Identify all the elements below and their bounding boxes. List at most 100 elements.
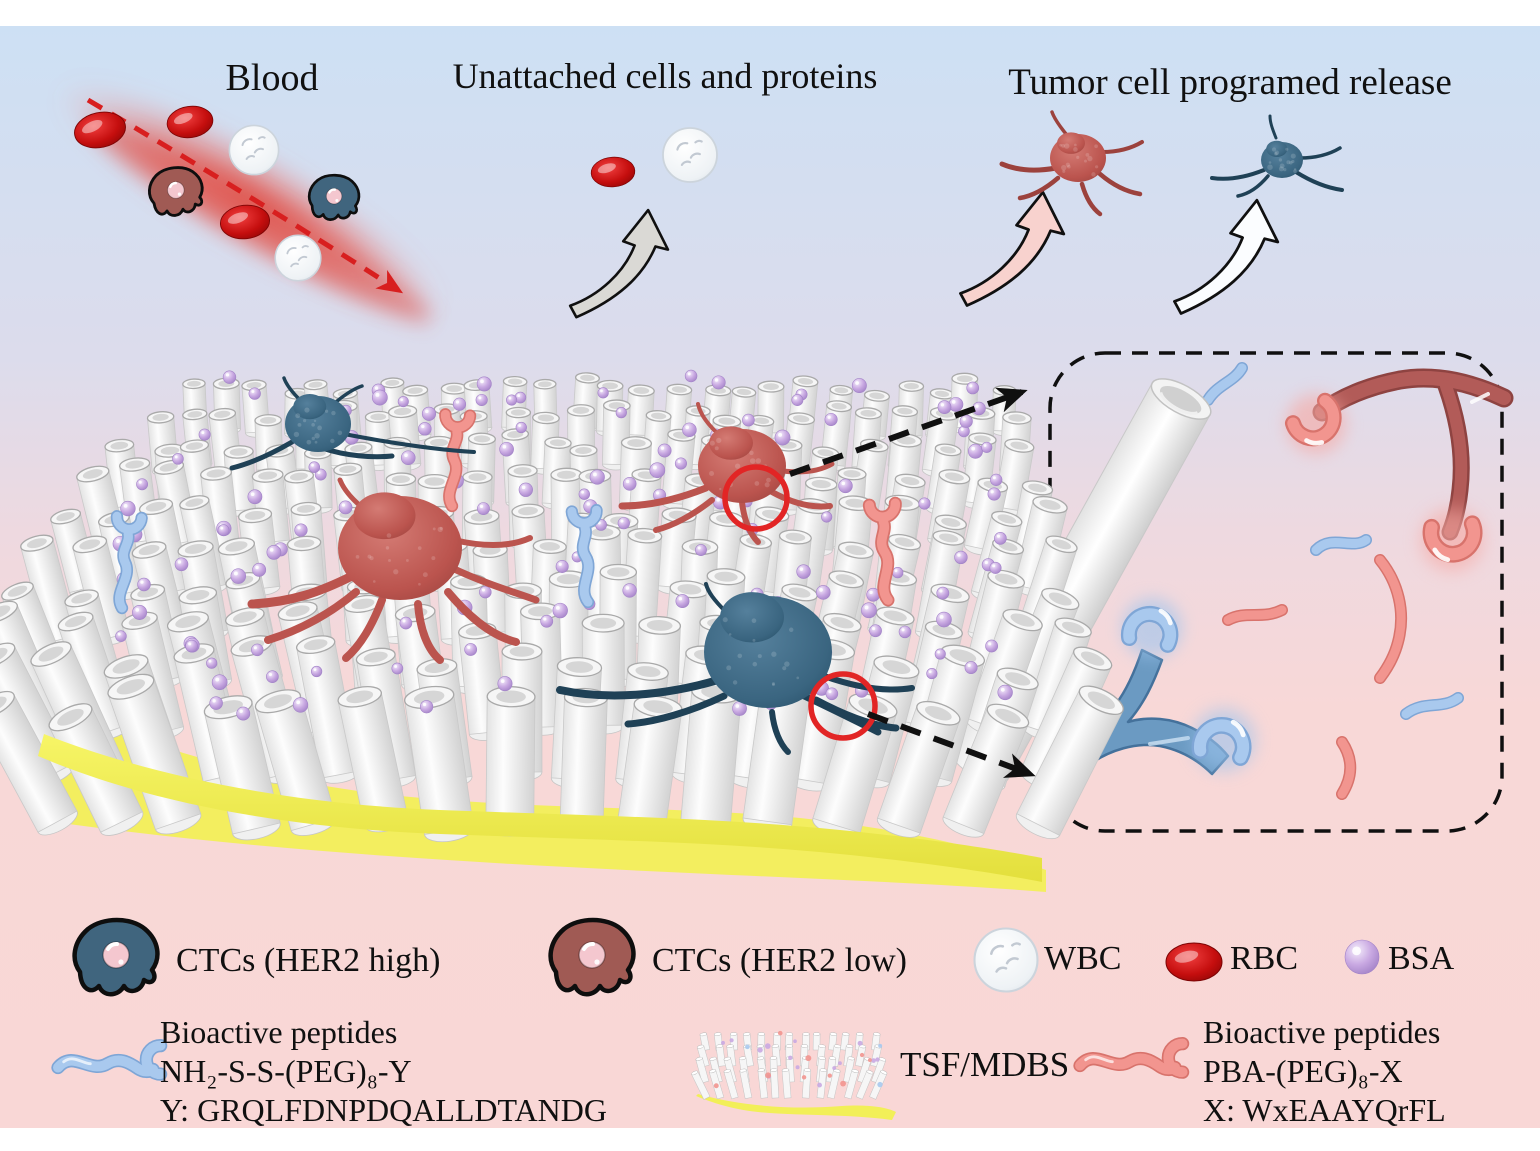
bsa-icon <box>499 441 514 457</box>
mini-pillar <box>843 1056 855 1083</box>
bsa-icon <box>742 413 755 427</box>
substrate-membrane-front <box>38 734 1042 882</box>
legend-wbc-label: WBC <box>1044 940 1121 977</box>
peptide-icon <box>110 510 148 615</box>
legend-ctc-high-label: CTCs (HER2 high) <box>176 942 440 979</box>
bsa-icon <box>400 450 416 466</box>
bsa-icon <box>206 657 218 669</box>
mini-pillar <box>802 1068 812 1099</box>
mini-pillar <box>723 1069 739 1100</box>
peptide-right-formula: PBA-(PEG)₈-X <box>1203 1053 1403 1089</box>
bsa-icon <box>711 375 726 390</box>
bsa-icon <box>198 428 211 441</box>
bsa-icon <box>236 706 251 721</box>
peptide-right-title: Bioactive peptides <box>1203 1014 1440 1050</box>
bsa-icon <box>1344 939 1380 975</box>
legend-row-cells <box>72 917 1380 997</box>
bsa-icon <box>418 422 432 436</box>
captured-tumor-cell-red-large <box>247 477 540 664</box>
bsa-icon <box>615 407 627 419</box>
bsa-icon <box>898 625 912 639</box>
bsa-icon <box>997 684 1013 701</box>
bsa-icon <box>838 478 853 494</box>
zoom-arrow-2 <box>866 711 1036 778</box>
bsa-icon <box>948 397 964 412</box>
rbc-icon <box>590 156 636 188</box>
bsa-icon <box>994 532 1007 545</box>
bsa-icon <box>695 544 707 556</box>
captured-tumor-cell-blue-small <box>229 376 476 471</box>
bsa-icon <box>674 457 687 470</box>
peptide-icon <box>862 496 902 607</box>
bsa-icon <box>391 662 404 675</box>
bsa-icon <box>252 562 267 577</box>
bsa-icon <box>421 406 437 421</box>
bsa-icon <box>230 568 247 584</box>
bsa-icon <box>589 469 605 485</box>
legend-ctc-low-label: CTCs (HER2 low) <box>652 942 907 979</box>
bsa-icon <box>966 381 980 395</box>
bsa-icon <box>657 443 672 458</box>
zoom-links <box>722 387 1036 778</box>
bsa-icon <box>954 550 968 565</box>
bsa-icon <box>399 616 413 630</box>
bsa-icon <box>892 566 904 579</box>
bsa-icon <box>825 687 839 701</box>
zoom-arrow-1 <box>789 387 1028 477</box>
bsa-icon <box>861 602 877 619</box>
wbc-icon <box>973 927 1039 993</box>
ctc-cell-icon <box>147 166 204 217</box>
bsa-icon <box>578 488 590 500</box>
legend-row-peptides <box>51 1030 1190 1120</box>
mini-pillar <box>827 1068 841 1100</box>
film-peptides <box>110 408 902 615</box>
bsa-icon <box>959 414 973 428</box>
peptide-right-sequence: X: WxEAAYQrFL <box>1203 1092 1446 1128</box>
rbc-icon <box>219 204 271 240</box>
mini-pillar <box>871 1057 887 1084</box>
bsa-icon <box>266 545 282 560</box>
peptide-icon <box>439 408 477 513</box>
nanopillar <box>559 687 608 836</box>
bsa-icon <box>985 639 999 653</box>
bsa-icon <box>518 482 533 497</box>
bsa-icon <box>311 665 323 678</box>
bsa-icon <box>475 393 488 407</box>
bsa-icon <box>479 585 492 599</box>
mini-pillar <box>715 1044 726 1067</box>
wbc-icon <box>228 124 280 176</box>
peptide-icon <box>565 504 603 609</box>
bsa-icon <box>308 461 321 473</box>
bsa-icon <box>934 648 946 660</box>
mini-pillar <box>781 1068 792 1099</box>
bsa-icon <box>314 468 327 481</box>
bsa-icon <box>622 477 637 491</box>
bsa-icon <box>132 604 148 620</box>
bsa-icon <box>292 697 309 713</box>
bsa-icon <box>791 394 804 406</box>
blood-label: Blood <box>226 57 319 99</box>
nanopillar <box>1015 685 1124 840</box>
bsa-icon <box>172 453 184 465</box>
unattached-cells-illustration <box>568 127 718 319</box>
released-tumor-cell-red <box>999 110 1144 217</box>
ctc-cell-icon <box>307 173 361 221</box>
nanopillar-array <box>0 369 1124 892</box>
mini-pillar <box>695 1056 710 1084</box>
bsa-icon <box>926 668 938 680</box>
mini-pillar <box>739 1068 753 1099</box>
rbc-icon <box>166 105 214 139</box>
bsa-icon <box>936 586 950 600</box>
bsa-icon <box>824 412 838 426</box>
nanopillar <box>0 690 78 836</box>
bsa-icon <box>936 611 952 628</box>
peptide-left-formula: NH₂-S-S-(PEG)₈-Y <box>160 1053 412 1089</box>
peptide-left-sequence: Y: GRQLFDNPDQALLDTANDG <box>160 1092 607 1128</box>
bsa-icon <box>851 378 867 394</box>
bsa-icon <box>869 624 882 638</box>
mini-pillar <box>855 1069 874 1100</box>
bsa-icon <box>506 394 518 406</box>
wbc-icon <box>662 127 718 183</box>
ctc-cell-icon <box>548 917 636 997</box>
bsa-icon <box>419 700 434 714</box>
